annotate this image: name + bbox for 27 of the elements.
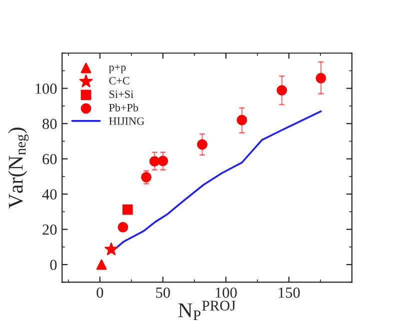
legend-label: Pb+Pb <box>109 104 138 112</box>
legend-label: HIJING <box>109 117 144 125</box>
x-tick-label: 150 <box>278 288 300 298</box>
y-tick-label: 20 <box>42 224 57 235</box>
point <box>118 222 128 232</box>
y-axis-title: Var(N$_{neg}$) <box>8 128 29 208</box>
legend-label: p+p <box>108 64 126 74</box>
x-axis-title: N$_{P}$$^{PROJ}$ <box>178 300 236 320</box>
point <box>316 72 326 84</box>
point <box>122 204 133 215</box>
legend-label: C+C <box>109 77 130 84</box>
point <box>236 114 248 126</box>
legend-label: Si+Si <box>110 90 134 98</box>
point <box>96 259 107 270</box>
point <box>149 156 160 167</box>
point <box>158 156 168 166</box>
y-tick-label: 40 <box>42 189 57 200</box>
y-tick-label: 100 <box>36 84 57 94</box>
x-tick-label: 50 <box>156 288 170 298</box>
y-tick-label: 60 <box>42 154 57 164</box>
x-tick-label: 0 <box>96 288 104 298</box>
point <box>276 85 288 96</box>
point <box>197 139 208 150</box>
x-tick-label: 100 <box>216 288 237 298</box>
point <box>104 242 118 256</box>
y-tick-label: 80 <box>42 118 57 130</box>
y-tick-label: 0 <box>50 260 57 270</box>
